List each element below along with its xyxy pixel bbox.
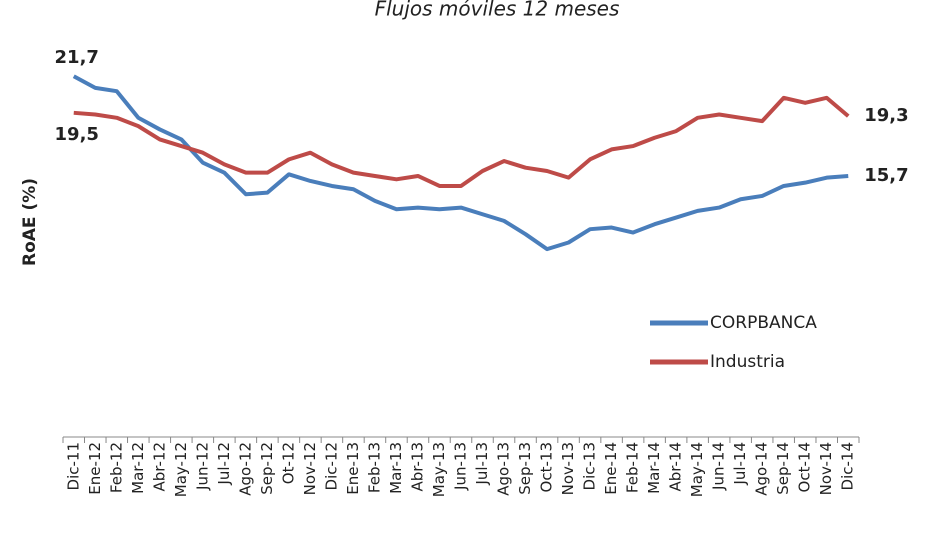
x-tick-label: Dic-12 <box>322 442 340 490</box>
x-tick-label: Mar-14 <box>645 442 663 494</box>
legend-label: Industria <box>710 352 785 372</box>
x-tick-label: Ene-13 <box>344 442 362 495</box>
chart-title: Flujos móviles 12 meses <box>375 0 620 21</box>
data-label: 15,7 <box>864 165 908 186</box>
data-label: 19,3 <box>864 105 908 126</box>
x-tick-label: Dic-14 <box>839 442 857 490</box>
x-tick-label: May-12 <box>172 442 190 497</box>
x-tick-label: Dic-13 <box>581 442 599 490</box>
x-tick-label: Dic-11 <box>64 442 82 490</box>
legend-label: CORPBANCA <box>710 313 817 333</box>
x-tick-label: Ot-12 <box>279 442 297 484</box>
x-tick-label: Abr-12 <box>150 442 168 492</box>
x-tick-label: Sep-14 <box>774 442 792 495</box>
line <box>73 95 850 188</box>
x-tick-label: Feb-13 <box>365 442 383 493</box>
x-tick-label: Ene-12 <box>86 442 104 495</box>
x-tick-label: Ago-13 <box>495 442 513 496</box>
x-tick-label: Jul-12 <box>215 442 233 486</box>
x-tick-label: Feb-12 <box>107 442 125 493</box>
data-label: 21,7 <box>55 47 99 68</box>
x-tick-label: Jul-14 <box>731 442 749 486</box>
x-tick-label: Oct-13 <box>538 442 556 492</box>
x-tick-label: Sep-13 <box>516 442 534 495</box>
x-tick-label: Mar-13 <box>387 442 405 494</box>
x-tick-label: Abr-14 <box>667 442 685 492</box>
x-tick-label: Feb-14 <box>624 442 642 493</box>
x-tick-label: Jun-13 <box>452 442 470 491</box>
x-tick-label: Oct-14 <box>796 442 814 492</box>
x-tick-label: May-14 <box>688 442 706 497</box>
x-tick-label: Nov-14 <box>817 442 835 495</box>
x-tick-label: Nov-13 <box>559 442 577 495</box>
x-tick-label: Nov-12 <box>301 442 319 495</box>
x-tick-label: Ago-12 <box>236 442 254 496</box>
x-tick-label: Jun-14 <box>710 442 728 491</box>
x-tick-label: Jul-13 <box>473 442 491 486</box>
x-tick-label: Sep-12 <box>258 442 276 495</box>
y-axis-label: RoAE (%) <box>20 178 40 266</box>
x-tick-label: Jun-12 <box>193 442 211 491</box>
x-tick-label: Abr-13 <box>408 442 426 492</box>
x-tick-label: Mar-12 <box>129 442 147 494</box>
line <box>72 74 849 252</box>
x-tick-label: May-13 <box>430 442 448 497</box>
data-label: 19,5 <box>55 124 99 145</box>
x-tick-label: Ago-14 <box>753 442 771 496</box>
x-tick-label: Ene-14 <box>602 442 620 495</box>
